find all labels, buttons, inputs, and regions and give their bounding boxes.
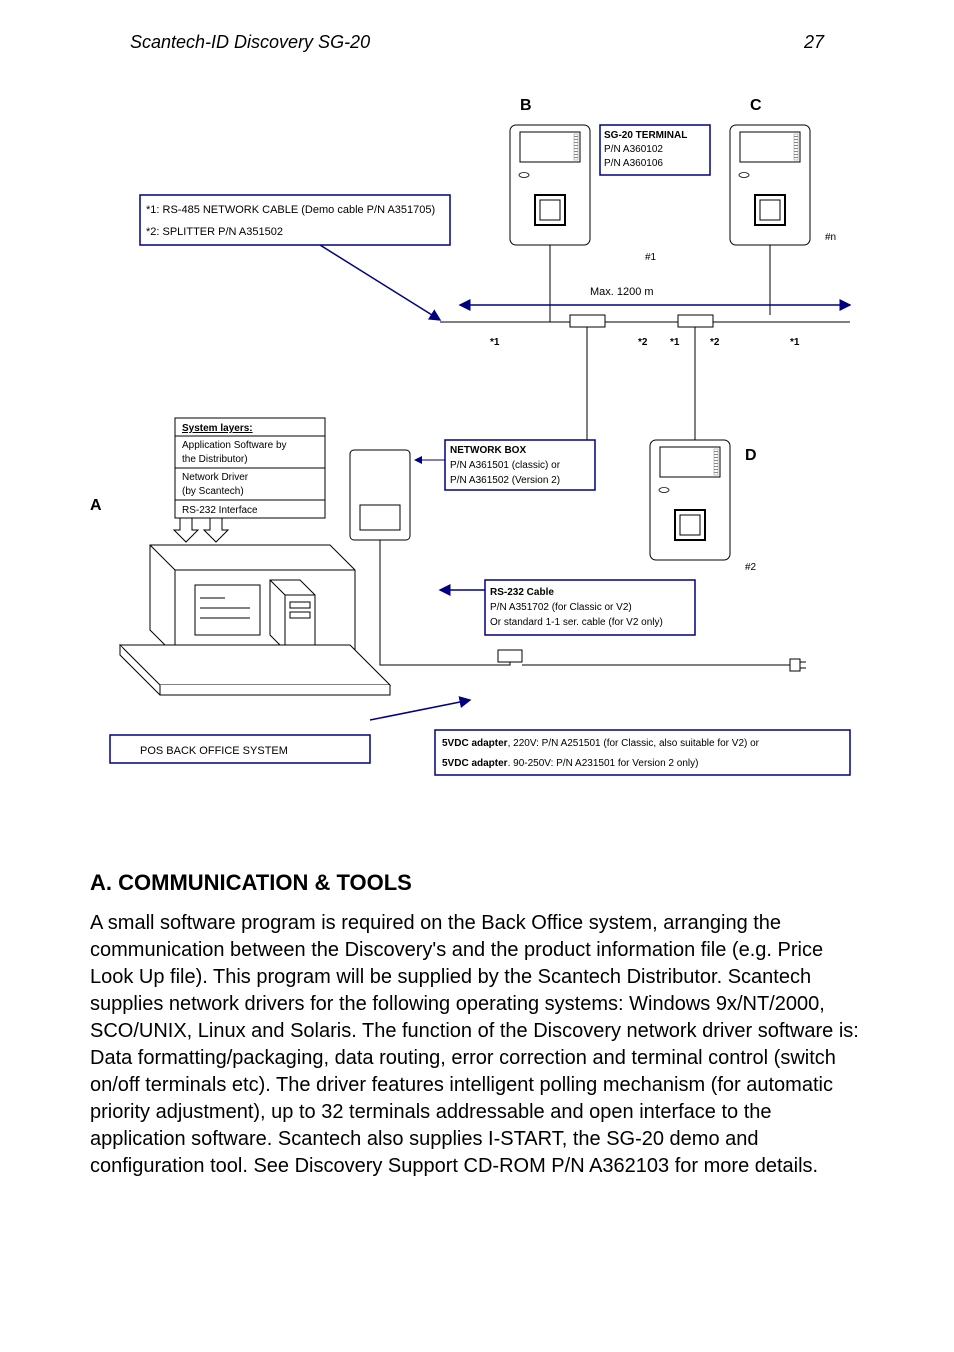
page-number: 27: [804, 32, 824, 53]
sl-r2a: Network Driver: [182, 472, 249, 483]
sl-r1b: the Distributor): [182, 454, 248, 465]
star1-c: *1: [790, 337, 800, 348]
rs232-title: RS-232 Cable: [490, 587, 554, 598]
nb-l2: P/N A361502 (Version 2): [450, 475, 560, 486]
syslayers-title: System layers:: [182, 423, 253, 434]
label-c: C: [750, 97, 762, 114]
section-a-heading: A. COMMUNICATION & TOOLS: [90, 870, 412, 896]
terminal-d: [650, 440, 730, 560]
rs232-l1: P/N A351702 (for Classic or V2): [490, 602, 632, 613]
rs232-l2: Or standard 1-1 ser. cable (for V2 only): [490, 617, 663, 628]
star1-a: *1: [490, 337, 500, 348]
star2-b: *2: [710, 337, 720, 348]
hash-2: #2: [745, 562, 757, 573]
header-left: Scantech-ID Discovery SG-20: [130, 32, 370, 53]
max-distance: Max. 1200 m: [590, 286, 654, 298]
terminal-l2: P/N A360106: [604, 158, 663, 169]
adapter-l2a: 5VDC adapter: [442, 758, 508, 769]
adapter-l1b: , 220V: P/N A251501 (for Classic, also s…: [508, 738, 760, 749]
label-b: B: [520, 97, 532, 114]
label-d: D: [745, 447, 757, 464]
nb-l1: P/N A361501 (classic) or: [450, 460, 561, 471]
sl-r2b: (by Scantech): [182, 486, 244, 497]
section-a-body: A small software program is required on …: [90, 910, 870, 1180]
star1-b: *1: [670, 337, 680, 348]
cable-line2: *2: SPLITTER P/N A351502: [146, 226, 283, 238]
terminal-c: [730, 125, 810, 245]
pos-computer: [120, 545, 390, 695]
hash-1: #1: [645, 252, 657, 263]
label-a: A: [90, 497, 102, 514]
cable-line1: *1: RS-485 NETWORK CABLE (Demo cable P/N…: [146, 204, 435, 216]
network-box-device: [350, 450, 410, 540]
terminal-title: SG-20 TERMINAL: [604, 130, 687, 141]
adapter-l1a: 5VDC adapter: [442, 738, 508, 749]
pos-label: POS BACK OFFICE SYSTEM: [140, 745, 288, 757]
terminal-l1: P/N A360102: [604, 144, 663, 155]
system-layers: System layers: Application Software by t…: [174, 418, 325, 542]
sl-r1a: Application Software by: [182, 440, 287, 451]
nb-title: NETWORK BOX: [450, 445, 526, 456]
star2-a: *2: [638, 337, 648, 348]
svg-text:5VDC adapter. 90-250V: P/N A23: 5VDC adapter. 90-250V: P/N A231501 for V…: [442, 758, 698, 769]
adapter-l2b: . 90-250V: P/N A231501 for Version 2 onl…: [508, 758, 699, 769]
svg-text:5VDC adapter, 220V: P/N A25150: 5VDC adapter, 220V: P/N A251501 (for Cla…: [442, 738, 760, 749]
terminal-b: [510, 125, 590, 245]
sl-r3: RS-232 Interface: [182, 505, 258, 516]
system-diagram: B C SG-20 TERMINAL P/N A360102 P/N A3601…: [90, 90, 860, 830]
hash-n: #n: [825, 232, 836, 243]
